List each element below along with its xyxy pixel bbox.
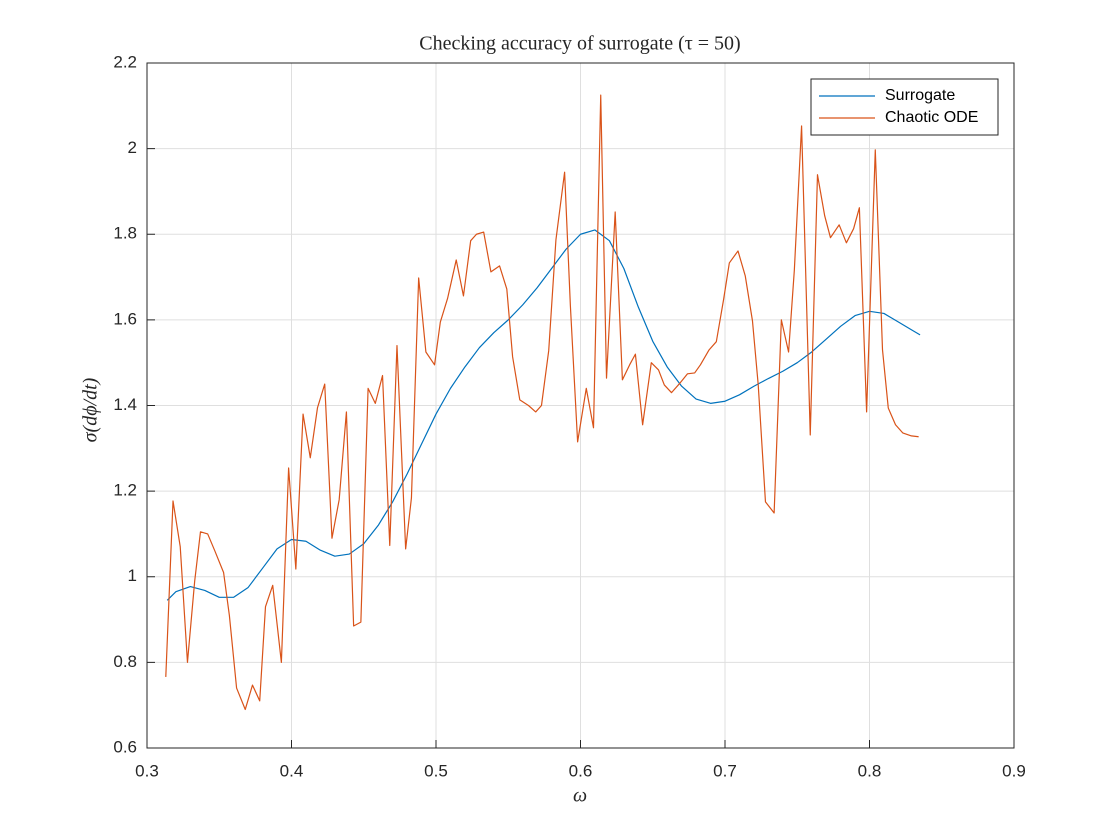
x-tick-label: 0.3 <box>135 761 159 780</box>
chart-title: Checking accuracy of surrogate (τ = 50) <box>419 33 740 55</box>
y-axis-label: σ(dϕ/dt) <box>80 377 102 442</box>
legend: Surrogate Chaotic ODE <box>810 78 999 136</box>
y-tick-label: 0.6 <box>113 737 137 756</box>
x-tick-label: 0.9 <box>1002 761 1026 780</box>
y-tick-label: 1.6 <box>113 309 137 328</box>
ticks: 0.3 0.4 0.5 0.6 0.7 0.8 0.9 0.6 0.8 1 1.2 1.4 1.6 1.8… <box>113 52 1025 780</box>
plot <box>165 94 921 711</box>
y-tick-label: 2 <box>128 138 137 157</box>
legend-label: Surrogate <box>885 87 955 104</box>
y-tick-label: 1.4 <box>113 395 137 414</box>
y-tick-label: 0.8 <box>113 652 137 671</box>
series-line <box>165 94 919 711</box>
y-tick-label: 1 <box>128 566 137 585</box>
x-axis-label: ω <box>573 785 587 807</box>
y-tick-label: 1.2 <box>113 481 137 500</box>
y-tick-label: 2.2 <box>113 52 137 71</box>
x-tick-label: 0.8 <box>858 761 882 780</box>
y-tick-label: 1.8 <box>113 224 137 243</box>
x-tick-label: 0.7 <box>713 761 737 780</box>
series-line <box>166 229 921 601</box>
x-tick-label: 0.4 <box>280 761 304 780</box>
legend-label: Chaotic ODE <box>885 109 978 126</box>
x-tick-label: 0.5 <box>424 761 448 780</box>
x-tick-label: 0.6 <box>569 761 593 780</box>
legend-box <box>810 78 999 136</box>
